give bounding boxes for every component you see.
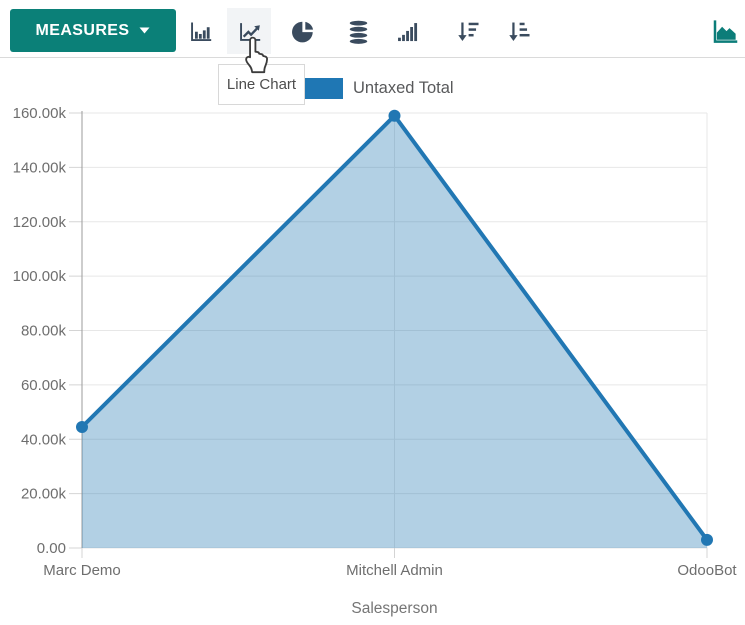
bar-chart-icon [190,22,211,41]
caret-down-icon [139,27,150,34]
measures-button[interactable]: MEASURES [10,9,176,52]
y-tick-label: 60.00k [21,377,67,394]
legend-swatch [300,78,343,99]
data-point[interactable] [76,421,88,434]
y-tick-label: 0.00 [37,540,66,557]
area-chart-icon [713,20,738,43]
sort-descending-icon [457,22,479,41]
data-point[interactable] [701,533,713,546]
legend-label: Untaxed Total [353,79,454,97]
y-tick-label: 20.00k [21,486,67,503]
series-area-fill [82,115,707,548]
line-chart-icon [239,22,260,41]
line-chart-button[interactable] [227,8,271,54]
pie-chart-button[interactable] [281,8,325,54]
graph-view-switcher-button[interactable] [705,9,745,53]
y-tick-label: 80.00k [21,323,67,340]
area-chart: 0.00 20.00k 40.00k 60.00k 80.00k 100.00k 120.0… [13,105,738,617]
line-chart-tooltip: Line Chart [218,64,305,105]
stacked-button[interactable] [336,8,380,54]
ascending-bars-icon [397,22,417,41]
y-tick-label: 100.00k [13,268,67,285]
data-point[interactable] [388,109,401,122]
sort-descending-button[interactable] [445,8,489,54]
y-tick-label: 40.00k [21,431,67,448]
x-axis-title: Salesperson [351,600,437,617]
tooltip-text: Line Chart [226,76,297,93]
y-tick-label: 140.00k [13,159,67,176]
x-tick-label: OdooBot [677,562,737,579]
stacked-icon [348,19,368,45]
sort-ascending-icon [508,22,530,41]
y-tick-label: 120.00k [13,214,67,231]
measures-button-label: MEASURES [35,21,130,39]
pie-chart-icon [291,21,313,42]
sort-ascending-button[interactable] [496,8,540,54]
bar-chart-button[interactable] [178,8,222,54]
graph-toolbar: MEASURES [0,0,745,58]
y-tick-label: 160.00k [13,105,67,122]
chart-legend[interactable]: Untaxed Total [300,78,454,99]
x-tick-label: Marc Demo [43,562,121,579]
x-tick-label: Mitchell Admin [346,562,443,579]
cumulative-button[interactable] [385,8,429,54]
